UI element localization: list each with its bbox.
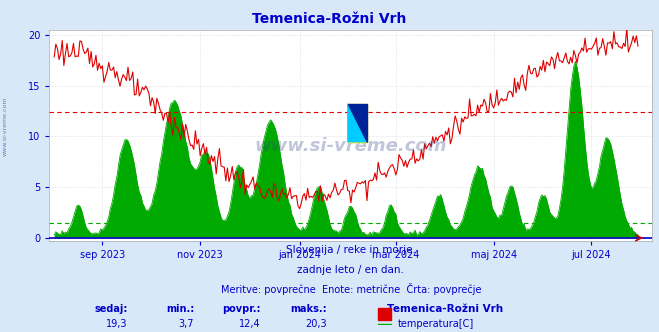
Bar	[378, 308, 391, 320]
Text: temperatura[C]: temperatura[C]	[397, 319, 474, 329]
Text: 12,4: 12,4	[239, 319, 260, 329]
Polygon shape	[348, 104, 367, 142]
FancyBboxPatch shape	[348, 104, 367, 142]
Text: 3,7: 3,7	[179, 319, 194, 329]
Text: min.:: min.:	[166, 304, 194, 314]
Text: 19,3: 19,3	[106, 319, 128, 329]
Text: Temenica-Rožni Vrh: Temenica-Rožni Vrh	[387, 304, 503, 314]
Text: maks.:: maks.:	[290, 304, 327, 314]
Polygon shape	[348, 104, 367, 142]
Text: www.si-vreme.com: www.si-vreme.com	[3, 96, 8, 156]
Text: sedaj:: sedaj:	[94, 304, 128, 314]
Text: zadnje leto / en dan.: zadnje leto / en dan.	[297, 265, 405, 275]
Text: 20,3: 20,3	[305, 319, 327, 329]
Bar	[378, 324, 391, 332]
Text: Meritve: povprečne  Enote: metrične  Črta: povprečje: Meritve: povprečne Enote: metrične Črta:…	[221, 283, 481, 295]
Text: www.si-vreme.com: www.si-vreme.com	[254, 137, 447, 155]
Text: Temenica-Rožni Vrh: Temenica-Rožni Vrh	[252, 12, 407, 26]
Text: povpr.:: povpr.:	[222, 304, 260, 314]
Text: Slovenija / reke in morje.: Slovenija / reke in morje.	[286, 245, 416, 255]
